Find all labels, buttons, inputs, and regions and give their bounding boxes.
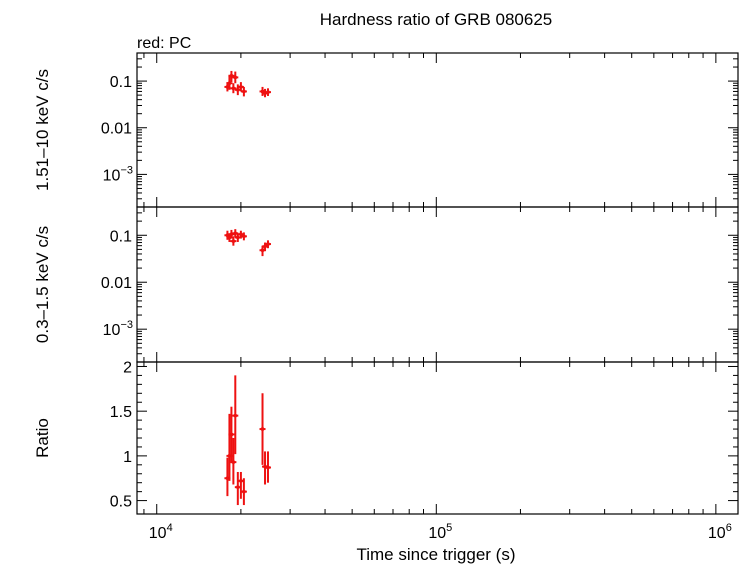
y-tick-label: 0.1 [110,228,132,245]
data-point [234,84,241,96]
data-point [259,393,266,465]
point-marker [231,239,235,243]
point-marker [231,86,235,90]
y-tick-label: 10−3 [103,164,133,184]
y-tick-label: 0.1 [110,74,132,91]
x-tick-label: 106 [708,522,732,542]
x-tick-label: 105 [428,522,452,542]
y-tick-label: 1 [123,449,132,466]
point-marker [266,466,270,470]
point-marker [233,414,237,418]
point-marker [233,75,237,79]
point-marker [261,89,265,93]
point-marker [236,235,240,239]
point-marker [225,85,229,89]
point-marker [263,91,267,95]
chart-title: Hardness ratio of GRB 080625 [320,10,552,29]
y-tick-label: 0.5 [110,494,132,511]
point-marker [242,89,246,93]
point-marker [266,90,270,94]
data-point [234,471,241,506]
y-tick-label: 2 [123,359,132,376]
data-point [228,406,235,464]
point-marker [225,476,229,480]
data-point [230,236,237,246]
y-tick-label: 10−3 [103,319,133,339]
point-marker [261,427,265,431]
x-tick-labels: 104 105 106 [149,522,732,542]
point-marker [242,490,246,494]
data-point [240,478,247,506]
y-axis-label: 0.3–1.5 keV c/s [33,226,52,343]
chart-subtitle: red: PC [137,35,191,52]
point-marker [263,244,267,248]
data-point [240,86,247,97]
panel-frame [136,52,739,208]
point-marker [225,233,229,237]
data-point [232,71,239,84]
point-marker [227,81,231,85]
data-point [234,233,241,242]
panel-ratio: 0.5 1 1.5 2 Ratio [33,359,739,515]
point-marker [229,74,233,78]
x-axis-label: Time since trigger (s) [356,545,515,564]
data-point [230,438,237,485]
y-tick-label: 1.5 [110,404,132,421]
point-marker [242,234,246,238]
point-marker [236,485,240,489]
y-axis-label: Ratio [33,418,52,458]
panel-frame [136,206,739,363]
point-marker [227,235,231,239]
data-point [232,375,239,455]
data-point [228,70,235,83]
panel-hard-band: 0.1 0.01 10−3 1.51–10 keV c/s [33,52,739,208]
y-tick-label: 0.01 [101,275,132,292]
y-axis-label: 1.51–10 keV c/s [33,69,52,191]
x-tick-label: 104 [149,522,173,542]
point-marker [261,248,265,252]
point-marker [239,232,243,236]
panel-soft-band: 0.1 0.01 10−3 0.3–1.5 keV c/s [33,206,739,363]
data-point [264,240,271,249]
data-point [264,451,271,483]
y-tick-label: 0.01 [101,121,132,138]
point-marker [231,460,235,464]
data-point [264,88,271,96]
point-marker [233,231,237,235]
data-point [230,83,237,94]
point-marker [227,454,231,458]
data-point [240,232,247,241]
point-marker [229,232,233,236]
point-marker [239,479,243,483]
point-marker [266,242,270,246]
point-marker [236,88,240,92]
point-marker [229,432,233,436]
data-point [226,75,233,90]
point-marker [239,85,243,89]
